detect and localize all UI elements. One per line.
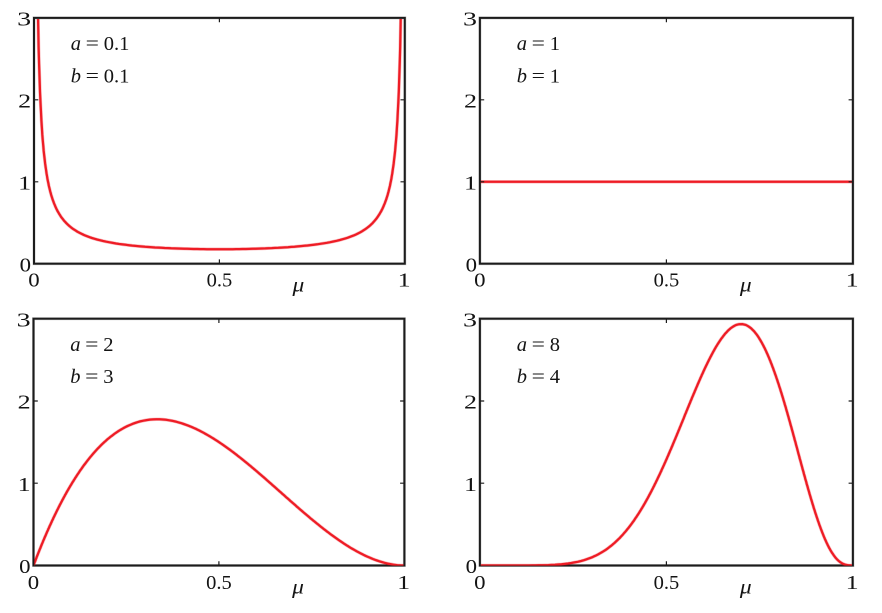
svg-text:2: 2 [18, 392, 31, 414]
svg-text:2: 2 [464, 392, 477, 414]
svg-text:2: 2 [103, 334, 113, 356]
svg-text:b: b [70, 366, 80, 388]
svg-text:0: 0 [28, 572, 39, 594]
svg-text:4: 4 [550, 366, 560, 388]
svg-text:1: 1 [397, 572, 410, 594]
svg-text:0.5: 0.5 [207, 270, 233, 292]
svg-text:=: = [86, 33, 99, 55]
svg-text:1: 1 [550, 65, 560, 87]
svg-text:3: 3 [463, 9, 477, 31]
svg-text:=: = [85, 334, 98, 356]
svg-text:1: 1 [464, 474, 477, 496]
svg-text:a: a [70, 334, 80, 356]
svg-text:b: b [517, 366, 527, 388]
svg-text:1: 1 [464, 173, 477, 195]
svg-text:=: = [532, 33, 545, 55]
svg-text:=: = [532, 366, 545, 388]
svg-text:0: 0 [474, 270, 485, 292]
svg-text:0.5: 0.5 [206, 572, 232, 594]
svg-text:=: = [532, 334, 545, 356]
svg-text:1: 1 [18, 173, 31, 195]
svg-text:3: 3 [17, 9, 31, 31]
svg-text:μ: μ [739, 273, 752, 297]
svg-text:0.5: 0.5 [654, 572, 680, 594]
svg-text:b: b [71, 65, 81, 87]
svg-text:μ: μ [739, 575, 752, 599]
svg-text:0.1: 0.1 [104, 65, 130, 87]
svg-text:0: 0 [28, 270, 39, 292]
svg-text:b: b [517, 65, 527, 87]
svg-text:1: 1 [550, 33, 560, 55]
svg-text:2: 2 [464, 91, 477, 113]
svg-text:1: 1 [846, 270, 859, 292]
svg-text:a: a [517, 33, 527, 55]
svg-text:0.5: 0.5 [654, 270, 680, 292]
svg-text:=: = [532, 65, 545, 87]
svg-text:3: 3 [103, 366, 113, 388]
svg-text:=: = [86, 65, 99, 87]
svg-text:μ: μ [291, 273, 304, 297]
svg-text:a: a [71, 33, 81, 55]
svg-text:1: 1 [846, 572, 859, 594]
svg-text:3: 3 [463, 309, 477, 331]
svg-text:μ: μ [291, 575, 304, 599]
svg-text:8: 8 [550, 334, 560, 356]
svg-text:3: 3 [17, 309, 31, 331]
svg-text:0.1: 0.1 [104, 33, 130, 55]
svg-text:0: 0 [20, 254, 31, 276]
svg-text:=: = [85, 366, 98, 388]
svg-text:0: 0 [466, 254, 477, 276]
svg-text:1: 1 [398, 270, 411, 292]
svg-text:a: a [517, 334, 527, 356]
svg-text:0: 0 [466, 556, 477, 578]
svg-text:0: 0 [474, 572, 485, 594]
svg-text:0: 0 [19, 556, 30, 578]
svg-text:2: 2 [18, 91, 31, 113]
svg-text:1: 1 [18, 474, 31, 496]
